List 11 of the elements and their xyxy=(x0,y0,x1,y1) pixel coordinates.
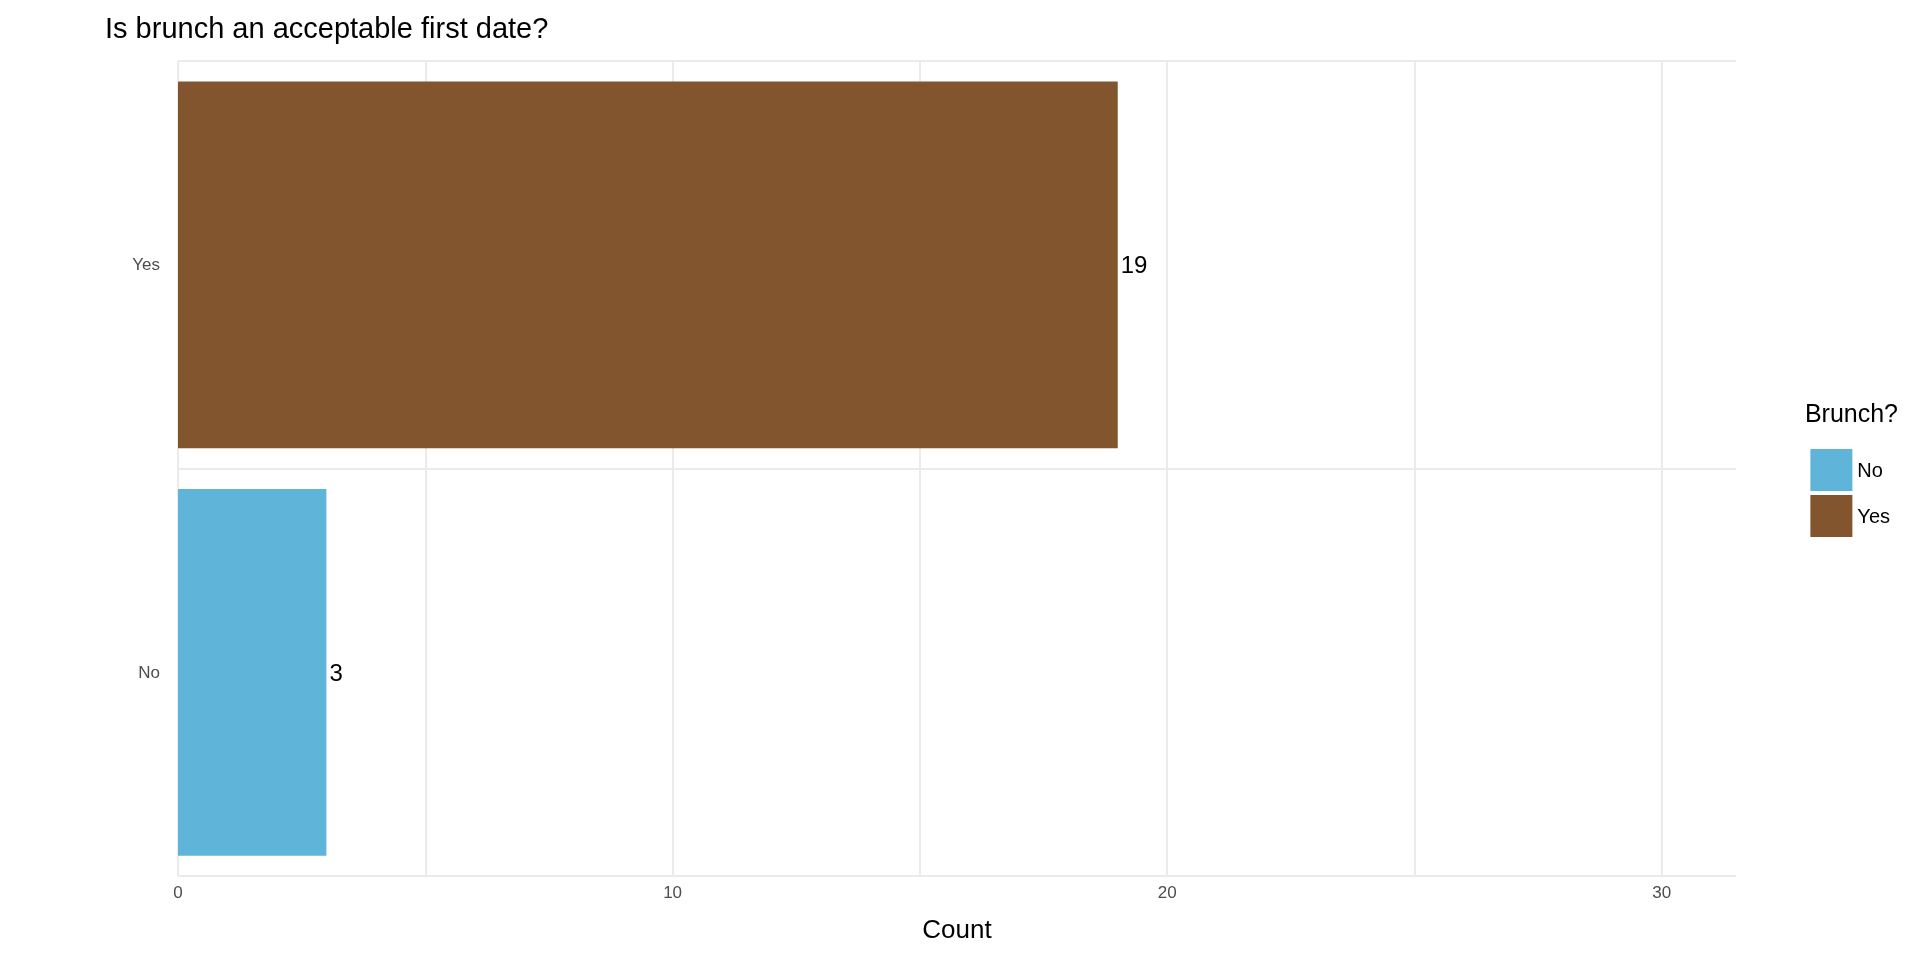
legend-label: No xyxy=(1857,459,1883,481)
legend-title: Brunch? xyxy=(1804,398,1899,427)
data-label: 3 xyxy=(329,658,343,686)
x-tick-label: 10 xyxy=(663,883,683,902)
chart-title: Is brunch an acceptable first date? xyxy=(105,11,549,44)
x-tick-label: 0 xyxy=(173,883,183,902)
data-label: 19 xyxy=(1120,251,1148,279)
legend-label: Yes xyxy=(1857,505,1891,527)
x-tick-label: 20 xyxy=(1157,883,1177,902)
x-tick-label: 30 xyxy=(1652,883,1672,902)
x-axis-title: Count xyxy=(922,914,993,944)
